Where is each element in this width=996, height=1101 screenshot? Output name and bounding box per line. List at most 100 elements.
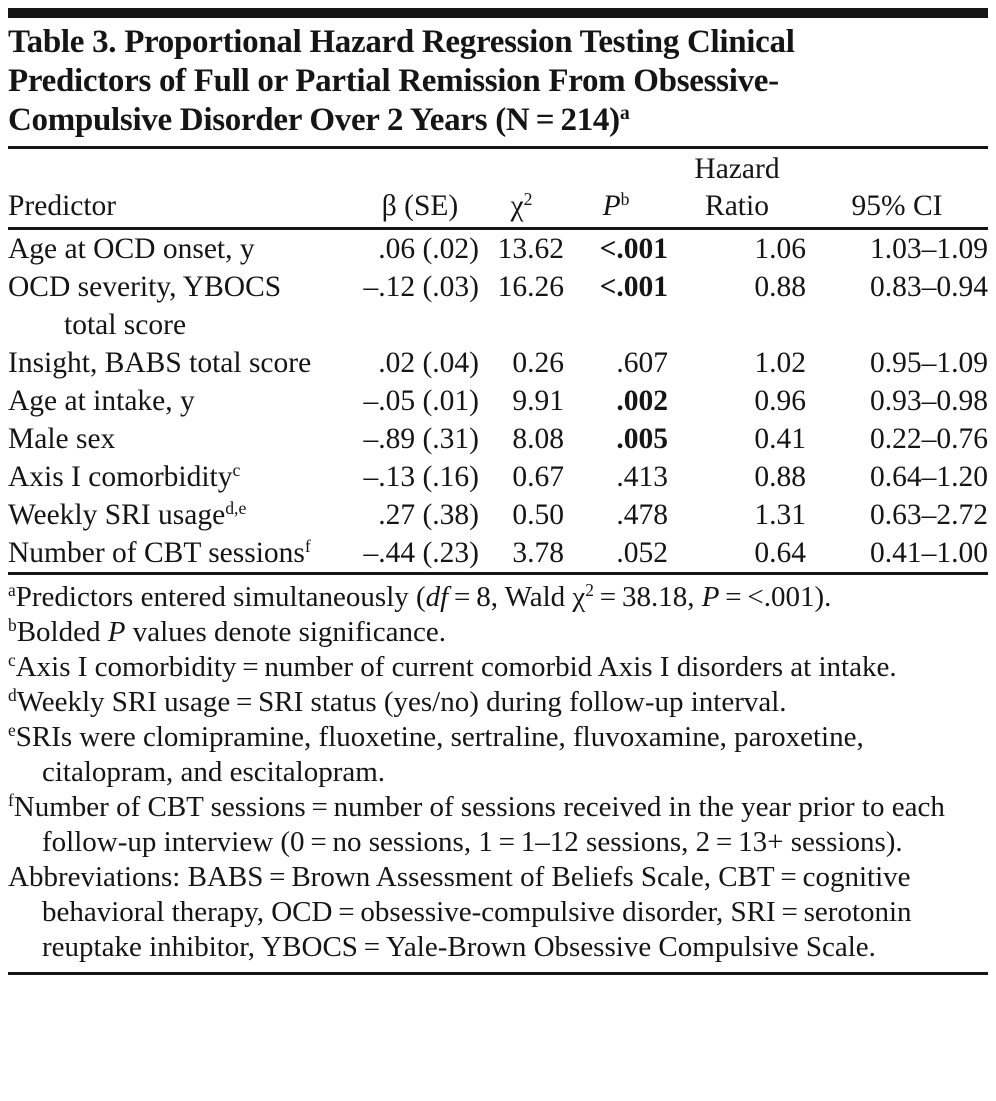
col-header-95-ci: 95% CI xyxy=(806,149,988,230)
table-row: Axis I comorbidityc –.13 (.16) 0.67 .413… xyxy=(8,458,988,496)
chi-square-cell: 0.67 xyxy=(512,461,564,493)
predictor-cell: Age at intake, y xyxy=(8,385,195,417)
footnote-marker: f xyxy=(8,790,14,811)
footnote-a: aPredictors entered simultaneously (df =… xyxy=(8,580,988,615)
ci-cell: 0.93–0.98 xyxy=(870,385,988,417)
table-row: Age at OCD onset, y .06 (.02) 13.62 <.00… xyxy=(8,229,988,269)
beta-se-cell: –.12 (.03) xyxy=(363,271,479,303)
footnote-text: = 38.18, xyxy=(593,581,702,613)
footnote-marker: d xyxy=(8,685,17,706)
p-value-cell: .607 xyxy=(616,347,668,379)
hazard-ratio-cell: 0.41 xyxy=(754,423,806,455)
footnote-f: fNumber of CBT sessions = number of sess… xyxy=(8,790,988,860)
footnote-text-italic: df xyxy=(425,581,449,613)
col-header-beta-se: β (SE) xyxy=(361,149,479,230)
predictor-cell: Number of CBT sessionsf xyxy=(8,534,361,574)
col-header-predictor: Predictor xyxy=(8,149,361,230)
ci-cell: 0.41–1.00 xyxy=(870,537,988,569)
beta-se-cell: –.44 (.23) xyxy=(363,537,479,569)
predictor-cell: Weekly SRI usaged,e xyxy=(8,496,361,534)
p-footnote-marker: b xyxy=(620,189,630,210)
chi-square-cell: 13.62 xyxy=(497,233,564,265)
beta-se-cell: –.05 (.01) xyxy=(363,385,479,417)
title-rule xyxy=(8,146,988,149)
beta-se-cell: .02 (.04) xyxy=(378,347,479,379)
beta-se-cell: .27 (.38) xyxy=(378,499,479,531)
table-title: Table 3. Proportional Hazard Regression … xyxy=(8,23,988,140)
hazard-ratio-label-line2: Ratio xyxy=(705,190,769,222)
footnote-text: Number of CBT sessions = number of sessi… xyxy=(13,791,945,858)
footnotes-block: aPredictors entered simultaneously (df =… xyxy=(8,580,988,965)
footnote-d: dWeekly SRI usage = SRI status (yes/no) … xyxy=(8,685,988,720)
predictor-footnote-marker: c xyxy=(232,460,241,481)
footnote-text: Axis I comorbidity = number of current c… xyxy=(15,651,897,683)
ci-cell: 1.03–1.09 xyxy=(870,233,988,265)
footnote-text: values denote significance. xyxy=(125,616,446,648)
abbreviations-note: Abbreviations: BABS = Brown Assessment o… xyxy=(8,860,988,965)
table-row: Age at intake, y –.05 (.01) 9.91 .002 0.… xyxy=(8,382,988,420)
chi-square-cell: 0.50 xyxy=(512,499,564,531)
bottom-rule xyxy=(8,972,988,975)
footnote-marker: a xyxy=(8,580,16,601)
p-value-cell: <.001 xyxy=(599,271,668,303)
predictor-footnote-marker: d,e xyxy=(225,498,247,519)
p-symbol: P xyxy=(602,190,621,222)
hazard-ratio-cell: 0.88 xyxy=(754,461,806,493)
p-value-cell: .005 xyxy=(616,423,668,455)
chi-exponent: 2 xyxy=(585,580,594,601)
predictor-text: Weekly SRI usage xyxy=(8,499,226,531)
chi-exponent: 2 xyxy=(523,189,533,210)
footnote-text: Abbreviations: BABS = Brown Assessment o… xyxy=(8,861,912,963)
predictor-cell: Insight, BABS total score xyxy=(8,347,312,379)
header-row: Predictor β (SE) χ2 Pb Hazard Ratio 95% C… xyxy=(8,149,988,230)
ci-cell: 0.22–0.76 xyxy=(870,423,988,455)
footnote-e: eSRIs were clomipramine, fluoxetine, ser… xyxy=(8,720,988,790)
p-value-cell: .052 xyxy=(616,537,668,569)
table-row: Insight, BABS total score .02 (.04) 0.26… xyxy=(8,344,988,382)
predictor-line1: OCD severity, YBOCS xyxy=(8,271,282,303)
predictor-text: Number of CBT sessions xyxy=(8,537,305,569)
predictor-cell: Axis I comorbidityc xyxy=(8,458,361,496)
chi-square-cell: 0.26 xyxy=(512,347,564,379)
footnote-text-italic: P xyxy=(701,581,720,613)
col-header-p-value: Pb xyxy=(564,149,668,230)
ci-cell: 0.95–1.09 xyxy=(870,347,988,379)
title-line: Predictors of Full or Partial Remission … xyxy=(8,63,779,99)
hazard-ratio-label-line1: Hazard xyxy=(694,153,780,185)
chi-square-cell: 8.08 xyxy=(512,423,564,455)
hazard-ratio-cell: 0.88 xyxy=(754,271,806,303)
predictor-text: Axis I comorbidity xyxy=(8,461,233,493)
ci-cell: 0.63–2.72 xyxy=(870,499,988,531)
table-row: Male sex –.89 (.31) 8.08 .005 0.41 0.22–… xyxy=(8,420,988,458)
footnote-text-italic: P xyxy=(107,616,126,648)
top-rule xyxy=(8,8,988,18)
col-header-chi-square: χ2 xyxy=(479,149,564,230)
footnote-b: bBolded P values denote significance. xyxy=(8,615,988,650)
footnote-text: = 8, Wald χ xyxy=(448,581,586,613)
predictor-line2: total score xyxy=(64,309,187,341)
p-value-cell: .002 xyxy=(616,385,668,417)
predictor-cell: Age at OCD onset, y xyxy=(8,233,255,265)
regression-table: Predictor β (SE) χ2 Pb Hazard Ratio 95% C… xyxy=(8,149,988,575)
chi-square-cell: 3.78 xyxy=(512,537,564,569)
p-value-cell: .478 xyxy=(616,499,668,531)
title-line-text: Compulsive Disorder Over 2 Years (N = 21… xyxy=(8,102,620,138)
beta-se-cell: .06 (.02) xyxy=(378,233,479,265)
footnote-text: = <.001). xyxy=(719,581,832,613)
p-value-cell: .413 xyxy=(616,461,668,493)
beta-se-cell: –.13 (.16) xyxy=(363,461,479,493)
chi-square-cell: 16.26 xyxy=(497,271,564,303)
footnote-marker: e xyxy=(8,720,16,741)
footnote-marker: b xyxy=(8,615,17,636)
footnote-text: Bolded xyxy=(16,616,108,648)
ci-cell: 0.64–1.20 xyxy=(870,461,988,493)
p-value-cell: <.001 xyxy=(599,233,668,265)
predictor-footnote-marker: f xyxy=(304,536,311,557)
hazard-ratio-cell: 0.96 xyxy=(754,385,806,417)
title-footnote-marker: a xyxy=(619,102,630,125)
chi-symbol: χ xyxy=(510,190,524,222)
title-line: Table 3. Proportional Hazard Regression … xyxy=(8,24,795,60)
ci-cell: 0.83–0.94 xyxy=(870,271,988,303)
hazard-ratio-cell: 1.02 xyxy=(754,347,806,379)
